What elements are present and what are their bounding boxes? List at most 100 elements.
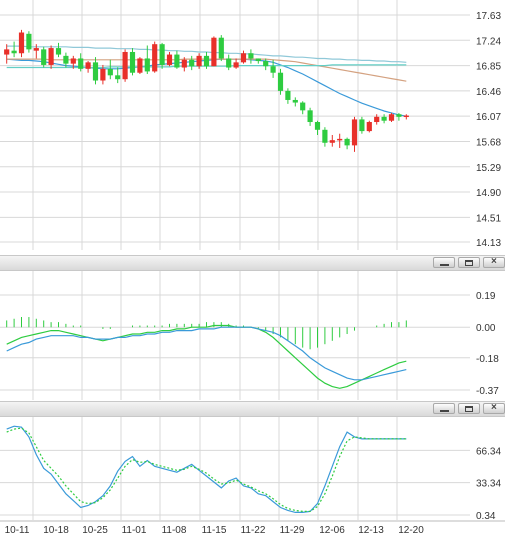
candle-body bbox=[307, 110, 313, 123]
candle-body bbox=[18, 32, 25, 54]
price-y-tick-label: 15.68 bbox=[476, 137, 501, 148]
minimize-icon bbox=[440, 264, 449, 266]
candle-body bbox=[300, 102, 306, 111]
candle-body bbox=[48, 48, 54, 65]
candle-body bbox=[314, 122, 321, 130]
oscillator-y-tick-label: 0.34 bbox=[476, 511, 496, 522]
price-pane: 17.63 17.24 16.85 16.46 16.07 15.68 15.29 14.90… bbox=[0, 0, 501, 250]
x-tick-label: 12-06 bbox=[319, 525, 345, 536]
candle-body bbox=[63, 55, 69, 64]
x-tick-label: 10-11 bbox=[5, 525, 30, 536]
close-pane-button[interactable]: × bbox=[483, 256, 505, 268]
candle-body bbox=[255, 58, 261, 62]
oscillator-y-tick-label: 66.34 bbox=[476, 446, 501, 457]
minimize-pane-button[interactable] bbox=[433, 403, 455, 414]
x-tick-label: 11-15 bbox=[202, 525, 227, 536]
x-tick-label: 11-01 bbox=[122, 525, 147, 536]
candle-body bbox=[100, 68, 106, 81]
minimize-pane-button[interactable] bbox=[433, 257, 455, 268]
price-y-tick-label: 14.13 bbox=[476, 238, 501, 249]
candle-body bbox=[55, 48, 62, 55]
close-icon: × bbox=[491, 402, 497, 413]
oscillator-pane: 66.34 33.34 0.34 bbox=[0, 416, 501, 522]
candle-body bbox=[292, 99, 298, 103]
candle-body bbox=[70, 58, 76, 64]
candle-body bbox=[166, 54, 173, 65]
candle-body bbox=[115, 75, 121, 80]
macd-y-tick-label: 0.00 bbox=[476, 323, 496, 334]
candle-body bbox=[277, 72, 284, 91]
price-y-tick-label: 17.24 bbox=[476, 36, 501, 47]
candle-body bbox=[107, 68, 113, 76]
x-tick-label: 11-29 bbox=[280, 525, 305, 536]
candle-body bbox=[196, 55, 202, 67]
candle-body bbox=[351, 119, 358, 146]
maximize-icon bbox=[465, 260, 473, 266]
candle-body bbox=[263, 61, 269, 67]
price-y-tick-label: 16.85 bbox=[476, 62, 501, 73]
price-y-tick-label: 15.29 bbox=[476, 163, 501, 174]
maximize-pane-button[interactable] bbox=[458, 257, 480, 268]
candle-body bbox=[11, 50, 17, 54]
candle-body bbox=[137, 58, 143, 73]
candle-body bbox=[41, 49, 47, 65]
candle-body bbox=[396, 114, 402, 117]
candle-body bbox=[181, 59, 187, 68]
candle-body bbox=[366, 122, 372, 132]
candle-body bbox=[122, 51, 128, 80]
candle-body bbox=[211, 37, 217, 67]
x-tick-label: 10-25 bbox=[82, 525, 108, 536]
macd-dif-line bbox=[6, 324, 407, 389]
x-tick-label: 11-08 bbox=[162, 525, 187, 536]
price-y-tick-label: 17.63 bbox=[476, 11, 501, 22]
candle-body bbox=[92, 62, 99, 81]
pane-divider-1[interactable]: × bbox=[0, 255, 505, 271]
candle-body bbox=[403, 115, 409, 118]
candle-body bbox=[270, 66, 276, 73]
oscillator-y-tick-label: 33.34 bbox=[476, 479, 501, 490]
candle-body bbox=[359, 119, 365, 132]
candle-body bbox=[129, 51, 136, 73]
price-y-tick-label: 14.51 bbox=[476, 213, 501, 224]
candle-body bbox=[85, 62, 91, 69]
macd-y-tick-label: 0.19 bbox=[476, 291, 496, 302]
candle-body bbox=[218, 37, 224, 59]
candle-body bbox=[174, 54, 180, 68]
x-tick-label: 12-13 bbox=[358, 525, 384, 536]
candle-body bbox=[78, 58, 84, 69]
candle-body bbox=[248, 53, 254, 59]
close-pane-button[interactable]: × bbox=[483, 402, 505, 414]
candle-body bbox=[381, 116, 387, 121]
candle-body bbox=[152, 44, 158, 72]
candle-body bbox=[337, 138, 343, 141]
macd-dea-line bbox=[6, 326, 407, 381]
candle-body bbox=[159, 44, 165, 65]
maximize-icon bbox=[465, 406, 473, 412]
candle-body bbox=[322, 129, 328, 143]
macd-pane: 0.19 0.00 -0.18 -0.37 bbox=[0, 270, 499, 400]
candle-body bbox=[388, 114, 395, 121]
pane-divider-2[interactable]: × bbox=[0, 401, 505, 417]
candle-body bbox=[144, 58, 150, 72]
oscillator-line bbox=[6, 425, 407, 513]
candle-body bbox=[33, 48, 39, 51]
x-tick-label: 12-20 bbox=[398, 525, 424, 536]
macd-y-tick-label: -0.37 bbox=[476, 386, 499, 397]
maximize-pane-button[interactable] bbox=[458, 403, 480, 414]
oscillator-line bbox=[6, 427, 407, 512]
candle-body bbox=[233, 62, 239, 68]
candle-body bbox=[344, 138, 350, 146]
x-tick-label: 10-18 bbox=[43, 525, 69, 536]
candle-body bbox=[285, 90, 291, 100]
candle-body bbox=[226, 58, 232, 68]
price-y-tick-label: 14.90 bbox=[476, 188, 501, 199]
macd-y-tick-label: -0.18 bbox=[476, 354, 499, 365]
candle-body bbox=[203, 55, 210, 67]
candle-body bbox=[4, 49, 10, 55]
price-y-tick-label: 16.07 bbox=[476, 112, 501, 123]
x-axis: 10-11 10-18 10-25 11-01 11-08 11-15 11-22 11-29… bbox=[0, 520, 505, 536]
candle-body bbox=[26, 33, 32, 50]
candle-body bbox=[374, 116, 380, 123]
x-tick-label: 11-22 bbox=[241, 525, 266, 536]
